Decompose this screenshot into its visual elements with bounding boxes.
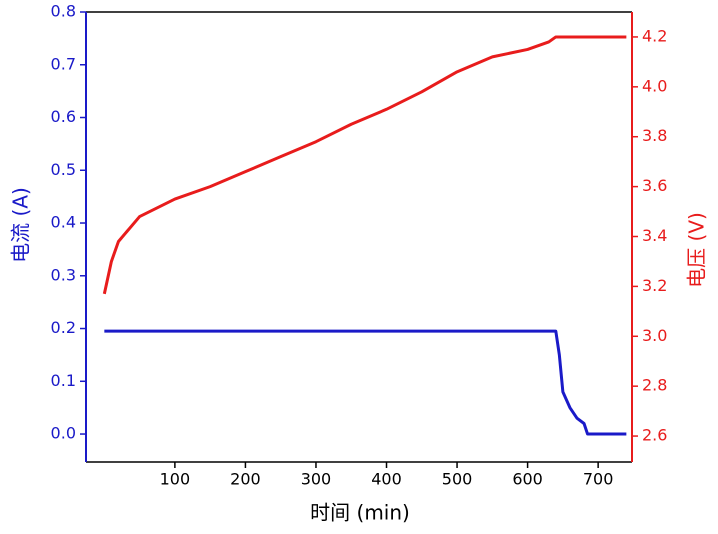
x-tick-label: 600 — [512, 470, 543, 489]
y-tick-label: 0.6 — [51, 107, 76, 126]
y-tick-label: 0.3 — [51, 265, 76, 284]
y2-axis-label: 电压 (V) — [685, 212, 709, 288]
y2-tick-label: 3.8 — [642, 126, 667, 145]
y-tick-label: 0.1 — [51, 371, 76, 390]
y2-tick-label: 2.6 — [642, 426, 667, 445]
x-tick-label: 500 — [442, 470, 473, 489]
x-tick-label: 400 — [371, 470, 402, 489]
y2-tick-label: 3.6 — [642, 176, 667, 195]
y-tick-label: 0.0 — [51, 424, 76, 443]
y2-tick-label: 3.2 — [642, 276, 667, 295]
y-axis-label: 电流 (A) — [9, 187, 33, 263]
y2-tick-label: 3.0 — [642, 326, 667, 345]
series-line — [102, 35, 627, 295]
y-tick-label: 0.8 — [51, 2, 76, 21]
y-tick-label: 0.2 — [51, 318, 76, 337]
x-tick-label: 200 — [230, 470, 261, 489]
x-tick-label: 700 — [583, 470, 614, 489]
y-tick-label: 0.4 — [51, 213, 76, 232]
y2-tick-label: 4.0 — [642, 76, 667, 95]
series-line — [104, 329, 627, 436]
y2-tick-label: 3.4 — [642, 226, 667, 245]
y-tick-label: 0.5 — [51, 160, 76, 179]
y2-tick-label: 2.8 — [642, 376, 667, 395]
y2-tick-label: 4.2 — [642, 26, 667, 45]
y-tick-label: 0.7 — [51, 54, 76, 73]
x-axis-label: 时间 (min) — [310, 501, 410, 525]
x-tick-label: 100 — [160, 470, 191, 489]
x-tick-label: 300 — [301, 470, 332, 489]
